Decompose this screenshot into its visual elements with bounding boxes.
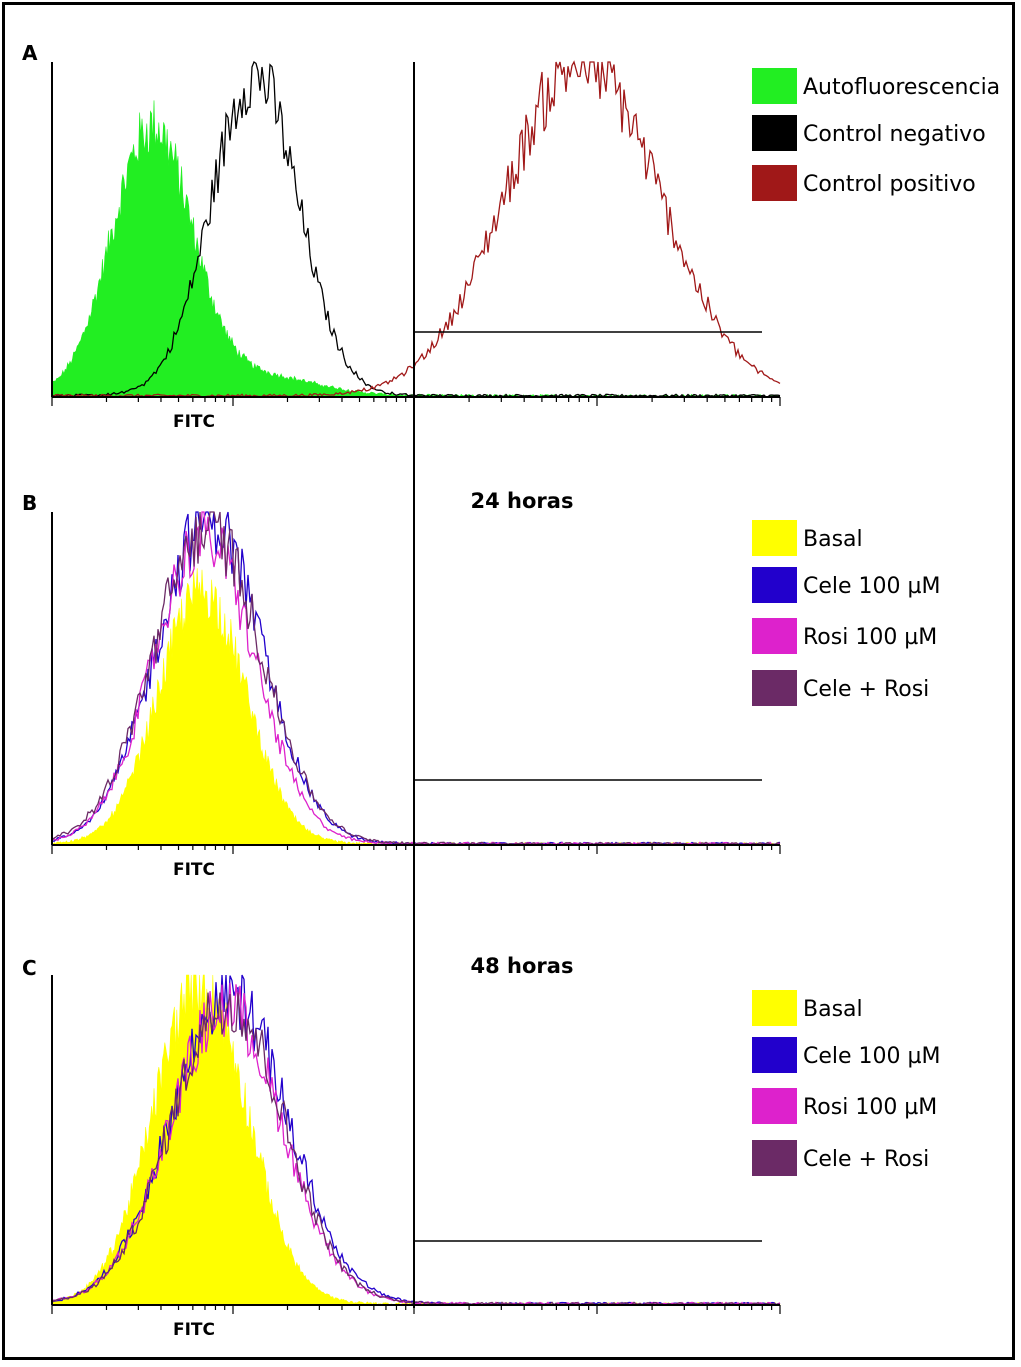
series-cele-rosi-line	[51, 511, 781, 846]
legend-label: Rosi 100 µM	[803, 1095, 937, 1120]
legend-label: Cele 100 µM	[803, 574, 941, 599]
legend-swatch	[752, 618, 797, 654]
legend-swatch	[752, 68, 797, 104]
legend-swatch	[752, 1037, 797, 1073]
x-axis-label: FITC	[173, 412, 215, 432]
panel-title: 24 horas	[471, 489, 574, 513]
legend-swatch	[752, 165, 797, 201]
panel-letter: C	[22, 956, 37, 980]
legend-label: Cele + Rosi	[803, 677, 929, 702]
legend-label: Basal	[803, 997, 863, 1022]
legend-swatch	[752, 115, 797, 151]
panel-letter: B	[22, 491, 37, 515]
panel-b: B FITC 24 horas Basal Cele 100 µM Rosi 100 µM…	[22, 489, 941, 880]
panel-c: C FITC 48 horas Basal Cele 100 µM Rosi 100 µM…	[22, 954, 941, 1340]
x-axis-label: FITC	[173, 1320, 215, 1340]
legend-label: Cele 100 µM	[803, 1044, 941, 1069]
legend-label: Autofluorescencia	[803, 75, 1000, 100]
legend-label: Control positivo	[803, 172, 976, 197]
legend-swatch	[752, 520, 797, 556]
panel-a: A FITC Autofluorescencia Control negativo Co…	[22, 41, 1000, 432]
series-basal-area	[51, 974, 781, 1306]
legend-swatch	[752, 1088, 797, 1124]
legend-swatch	[752, 1140, 797, 1176]
x-axis-label: FITC	[173, 860, 215, 880]
series-autofluorescencia-area	[51, 100, 781, 398]
series-control-positivo-line	[51, 60, 781, 399]
series-basal-area	[51, 568, 781, 846]
legend-label: Basal	[803, 527, 863, 552]
panel-letter: A	[22, 41, 38, 65]
legend-swatch	[752, 990, 797, 1026]
panel-title: 48 horas	[471, 954, 574, 978]
legend-swatch	[752, 567, 797, 603]
legend-label: Control negativo	[803, 122, 986, 147]
legend-label: Rosi 100 µM	[803, 625, 937, 650]
legend-swatch	[752, 670, 797, 706]
legend-label: Cele + Rosi	[803, 1147, 929, 1172]
